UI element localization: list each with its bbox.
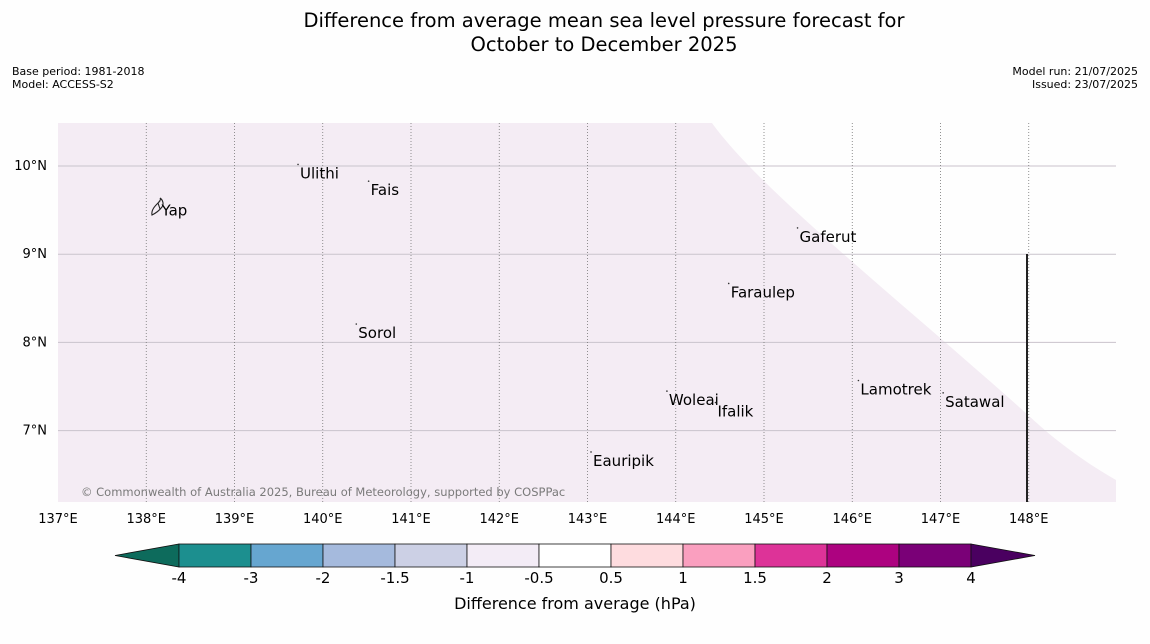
colorbar-bin [394, 543, 468, 568]
island-label: Satawal [945, 393, 1004, 411]
island-label: Eauripik [593, 452, 654, 470]
lon-tick-label: 142°E [479, 512, 519, 527]
lon-tick-label: 147°E [921, 512, 961, 527]
island-marker [857, 379, 860, 382]
lat-tick-label: 9°N [23, 247, 48, 262]
island-label: Yap [160, 201, 187, 219]
lat-tick-label: 8°N [23, 335, 48, 350]
lon-tick-label: 144°E [656, 512, 696, 527]
colorbar-tick-label: 1 [678, 569, 688, 587]
island-marker [297, 163, 299, 166]
model-run: Model run: 21/07/2025 [1012, 65, 1138, 78]
lon-tick-label: 146°E [832, 512, 872, 527]
lon-tick-label: 143°E [568, 512, 608, 527]
yap-island-outline [151, 197, 164, 216]
island-label: Woleai [669, 391, 719, 409]
colorbar: -4 -3 -2 -1.5 -1 -0.5 0.5 1 1.5 2 3 4 [114, 543, 1036, 587]
colorbar-tick-label: -2 [316, 569, 331, 587]
island-marker [727, 282, 730, 285]
copyright-notice: © Commonwealth of Australia 2025, Bureau… [81, 485, 565, 499]
island-marker [942, 392, 944, 394]
colorbar-tick-label: -3 [244, 569, 259, 587]
lon-tick-label: 140°E [303, 512, 343, 527]
lon-tick-label: 145°E [744, 512, 784, 527]
island-marker [796, 227, 799, 229]
island-label: Ulithi [300, 164, 339, 182]
colorbar-tick-label: 4 [966, 569, 976, 587]
colorbar-high-extension [970, 543, 1036, 568]
island-marker [590, 451, 592, 453]
lon-tick-label: 137°E [38, 512, 78, 527]
island-label: Gaferut [800, 228, 857, 246]
colorbar-bin [754, 543, 828, 568]
map-panel: 10°N 9°N 8°N 7°N 137°E 138°E 139°E 140°E 141°E 14… [14, 123, 1116, 527]
island-marker [158, 200, 161, 203]
meta-right: Model run: 21/07/2025 Issued: 23/07/2025 [1012, 65, 1138, 91]
island-label: Lamotrek [860, 381, 931, 399]
island-marker [367, 180, 370, 182]
colorbar-bin [898, 543, 972, 568]
island-label: Sorol [358, 324, 396, 342]
colorbar-tick-label: -1 [460, 569, 475, 587]
colorbar-tick-label: 3 [894, 569, 904, 587]
colorbar-tick-label: 1.5 [743, 569, 767, 587]
island-marker [355, 323, 358, 325]
colorbar-bin [178, 543, 252, 568]
colorbar-bin [538, 543, 612, 568]
colorbar-bin [610, 543, 684, 568]
map-title: Difference from average mean sea level p… [0, 9, 1150, 57]
colorbar-bin [322, 543, 396, 568]
colorbar-bin [250, 543, 324, 568]
lon-tick-label: 139°E [215, 512, 255, 527]
lat-tick-label: 10°N [14, 159, 47, 174]
colorbar-bin [826, 543, 900, 568]
base-period: Base period: 1981-2018 [12, 65, 145, 78]
island-label: Ifalik [717, 403, 753, 421]
colorbar-label: Difference from average (hPa) [454, 594, 696, 613]
island-label: Faraulep [731, 283, 795, 301]
colorbar-low-extension [114, 543, 180, 568]
island-marker [666, 390, 668, 392]
lon-tick-label: 148°E [1009, 512, 1049, 527]
title-line-2: October to December 2025 [470, 33, 738, 56]
issued-date: Issued: 23/07/2025 [1031, 78, 1138, 91]
model-name: Model: ACCESS-S2 [12, 78, 114, 91]
colorbar-tick-label: 0.5 [599, 569, 623, 587]
title-line-1: Difference from average mean sea level p… [303, 9, 905, 32]
island-marker [714, 401, 717, 404]
island-label: Fais [371, 181, 400, 199]
lon-tick-label: 138°E [126, 512, 166, 527]
colorbar-tick-label: -4 [172, 569, 187, 587]
forecast-field [58, 123, 1116, 502]
colorbar-tick-label: 2 [822, 569, 832, 587]
meta-left: Base period: 1981-2018 Model: ACCESS-S2 [12, 65, 144, 91]
colorbar-bin [466, 543, 540, 568]
lon-tick-label: 141°E [391, 512, 431, 527]
colorbar-tick-label: -1.5 [380, 569, 409, 587]
colorbar-tick-label: -0.5 [524, 569, 553, 587]
colorbar-bin [682, 543, 756, 568]
lat-tick-label: 7°N [23, 424, 48, 439]
